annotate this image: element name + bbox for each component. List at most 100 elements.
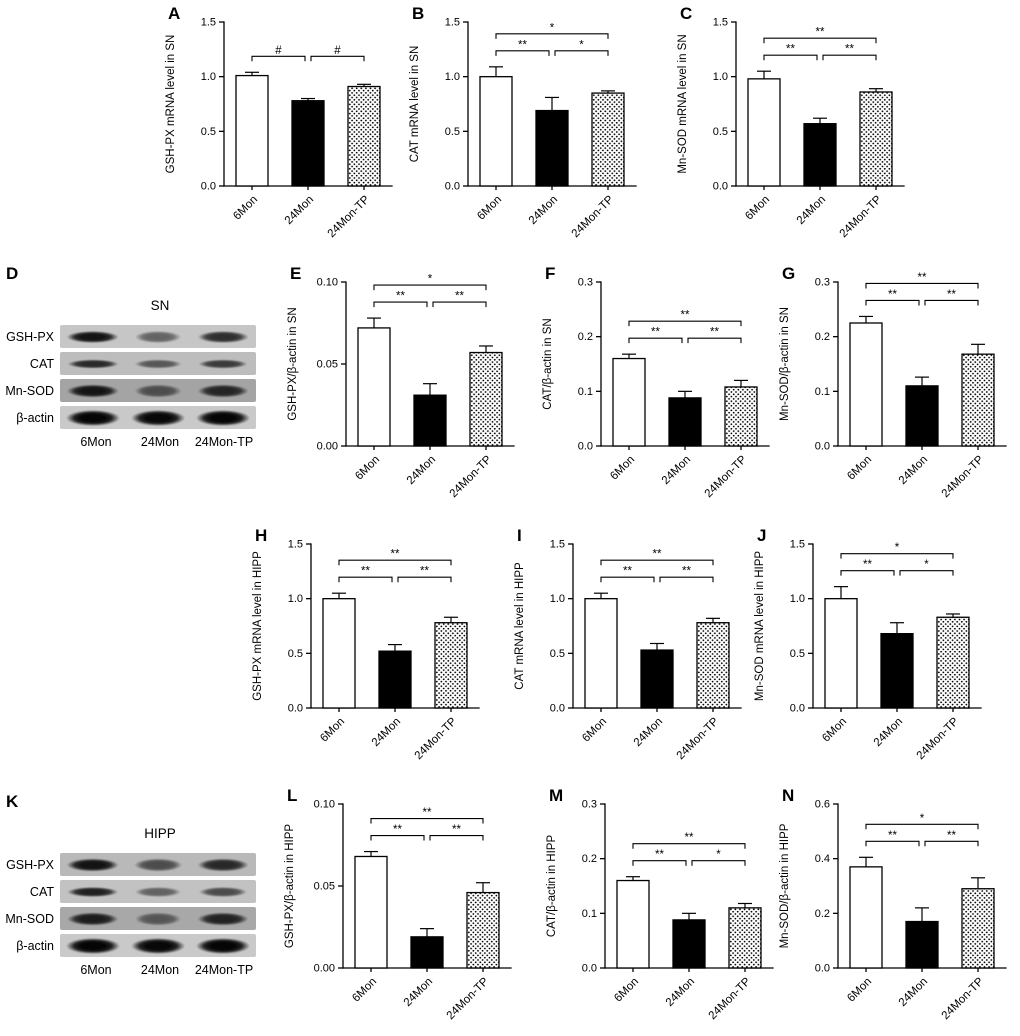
error-bar-24Mon-TP xyxy=(869,88,883,92)
panel-j-mnsod-mrna-hipp: J 0.0 0.5 1.0 1.5 Mn-SOD mRNA level in HIPP 6… xyxy=(749,524,989,780)
error-bar-24Mon-TP xyxy=(357,83,371,87)
panel-letter-n: N xyxy=(782,786,795,805)
y-tick-label: 1.5 xyxy=(790,539,805,551)
blot-band xyxy=(135,330,181,343)
y-tick-label: 0.5 xyxy=(790,648,805,660)
significance-label: ** xyxy=(651,327,660,339)
x-tick-label: 6Mon xyxy=(820,716,849,745)
error-bar-24Mon xyxy=(301,97,315,101)
significance-label: ** xyxy=(816,27,825,39)
bar-24Mon-TP xyxy=(728,907,762,969)
panel-letter-e: E xyxy=(290,264,302,283)
significance-label: ** xyxy=(888,830,897,842)
blot-band xyxy=(131,409,185,426)
x-tick-label: 24Mon xyxy=(405,454,438,487)
bar-24Mon-TP xyxy=(961,353,995,447)
significance-label: ** xyxy=(786,44,795,56)
error-bar-6Mon xyxy=(626,876,640,881)
bar-chart-cat-mrna-hipp: 0.0 0.5 1.0 1.5 CAT mRNA level in HIPP 6Mon 24… xyxy=(514,539,742,762)
bar-6Mon xyxy=(747,78,781,187)
blot-image-sn: GSH-PX CAT Mn-SOD β-actin xyxy=(4,325,262,429)
significance-bracket xyxy=(628,337,683,344)
x-tick-label: 24Mon xyxy=(795,194,828,227)
panel-letter-g: G xyxy=(782,264,796,283)
blot-band xyxy=(197,912,249,925)
western-blot-panel-sn: D SN GSH-PX CAT Mn-SOD β-actin 6Mon 24Mon 24M… xyxy=(4,262,262,506)
significance-bracket xyxy=(628,320,742,327)
blot-band xyxy=(134,858,182,871)
significance-label: ** xyxy=(653,549,662,561)
blot-row-label: GSH-PX xyxy=(6,329,54,344)
blot-row: β-actin xyxy=(4,934,256,957)
bar-24Mon xyxy=(905,920,939,969)
significance-label: ** xyxy=(623,566,632,578)
significance-label: * xyxy=(550,22,555,34)
significance-bracket xyxy=(495,50,550,56)
y-tick-label: 0.2 xyxy=(582,853,597,865)
y-tick-label: 0.00 xyxy=(314,963,335,975)
panel-letter-k: K xyxy=(6,792,19,811)
significance-label: ** xyxy=(947,830,956,842)
significance-bracket xyxy=(865,282,979,289)
x-tick-label: 24Mon-TP xyxy=(413,715,460,762)
bar-chart-gsh-px-mrna-sn: 0.0 0.5 1.0 1.5 GSH-PX mRNA level in SN 6Mon 2… xyxy=(165,17,393,240)
x-tick-label: 6Mon xyxy=(743,194,772,223)
error-bar-24Mon-TP xyxy=(601,90,615,94)
blot-band xyxy=(135,886,181,897)
bar-6Mon xyxy=(354,855,388,969)
blot-band xyxy=(135,912,181,925)
x-tick-label: 6Mon xyxy=(845,454,874,483)
error-bar-6Mon xyxy=(757,70,771,79)
western-blot-panel-hipp: K HIPP GSH-PX CAT Mn-SOD β-actin 6Mon 24Mon 2… xyxy=(4,790,262,1034)
bar-6Mon xyxy=(479,76,513,187)
lane-label: 24Mon xyxy=(140,963,180,977)
x-tick-label: 6Mon xyxy=(318,716,347,745)
y-tick-label: 0.0 xyxy=(815,441,830,453)
blot-band xyxy=(198,330,249,343)
y-axis-label: Mn-SOD/β-actin in HIPP xyxy=(779,823,791,948)
y-tick-label: 0.05 xyxy=(317,359,338,371)
error-bar-24Mon-TP xyxy=(444,616,458,623)
x-tick-label: 24Mon-TP xyxy=(703,453,750,500)
bar-24Mon-TP xyxy=(724,386,758,447)
bar-24Mon-TP xyxy=(696,622,730,709)
y-tick-label: 0.0 xyxy=(445,181,460,193)
bar-6Mon xyxy=(849,322,883,447)
bar-6Mon xyxy=(616,879,650,969)
panel-h-gsh-px-mrna-hipp: H 0.0 0.5 1.0 1.5 GSH-PX mRNA level in HIPP 6… xyxy=(247,524,487,780)
error-bar-6Mon xyxy=(859,315,873,323)
bar-24Mon xyxy=(378,650,412,709)
bar-6Mon xyxy=(584,598,618,709)
bar-24Mon-TP xyxy=(434,622,468,709)
significance-label: ** xyxy=(393,824,402,836)
error-bar-6Mon xyxy=(332,592,346,599)
bar-chart-cat-protein-hipp: 0.0 0.1 0.2 0.3 CAT/β-actin in HIPP 6Mon 24Mon… xyxy=(546,799,774,1022)
y-axis-label: Mn-SOD/β-actin in SN xyxy=(779,307,791,421)
x-tick-label: 24Mon xyxy=(664,976,697,1009)
blot-band xyxy=(196,409,251,426)
y-tick-label: 0.2 xyxy=(815,331,830,343)
bar-chart-gsh-px-mrna-hipp: 0.0 0.5 1.0 1.5 GSH-PX mRNA level in HIPP 6Mo… xyxy=(252,539,480,762)
significance-label: # xyxy=(334,45,341,57)
x-tick-label: 6Mon xyxy=(612,976,641,1005)
significance-bracket xyxy=(632,843,746,849)
blot-lane-labels-sn: 6Mon 24Mon 24Mon-TP xyxy=(64,435,256,449)
panel-letter-a: A xyxy=(168,4,181,23)
panel-letter-f: F xyxy=(545,264,556,283)
y-tick-label: 0.1 xyxy=(578,386,593,398)
error-bar-6Mon xyxy=(245,71,259,76)
panel-f-cat-protein-sn: F 0.0 0.1 0.2 0.3 CAT/β-actin in SN 6Mon 24Mon… xyxy=(537,262,777,518)
blot-band xyxy=(134,359,182,368)
blot-row: CAT xyxy=(4,880,256,903)
blot-row-label: CAT xyxy=(29,356,54,371)
significance-label: ** xyxy=(361,566,370,578)
y-axis-label: CAT/β-actin in SN xyxy=(542,318,554,409)
bar-24Mon xyxy=(803,123,837,187)
y-tick-label: 1.5 xyxy=(713,17,728,29)
bar-chart-mnsod-protein-hipp: 0.0 0.2 0.4 0.6 Mn-SOD/β-actin in HIPP 6Mon 24… xyxy=(779,799,1007,1022)
error-bar-24Mon-TP xyxy=(476,882,490,893)
x-tick-label: 24Mon-TP xyxy=(940,453,987,500)
y-tick-label: 1.5 xyxy=(288,539,303,551)
significance-bracket xyxy=(397,576,452,583)
